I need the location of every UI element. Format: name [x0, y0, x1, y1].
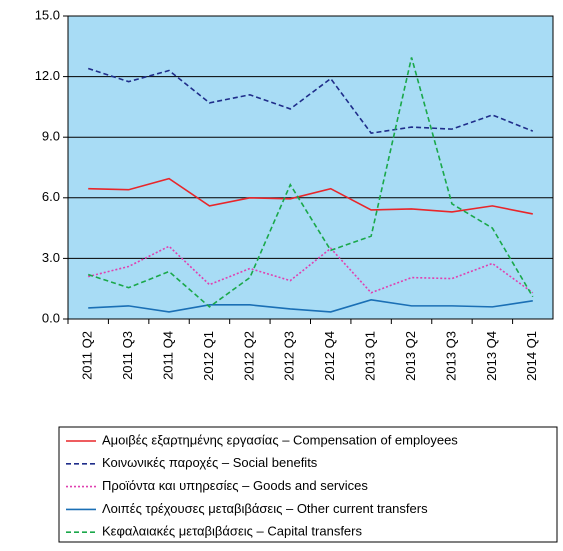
legend-label: Αμοιβές εξαρτημένης εργασίας – Compensat…	[102, 432, 458, 447]
y-tick-label: 3.0	[42, 250, 60, 265]
legend-label: Κεφαλαιακές μεταβιβάσεις – Capital trans…	[102, 524, 362, 539]
x-tick-label: 2013 Q1	[363, 331, 378, 381]
legend-label: Λοιπές τρέχουσες μεταβιβάσεις – Other cu…	[102, 501, 428, 516]
x-tick-label: 2011 Q3	[120, 331, 135, 380]
y-tick-label: 0.0	[42, 310, 60, 325]
x-tick-label: 2012 Q2	[241, 331, 256, 381]
y-tick-label: 12.0	[35, 68, 60, 83]
legend-label: Κοινωνικές παροχές – Social benefits	[102, 455, 318, 470]
x-tick-label: 2013 Q2	[403, 331, 418, 381]
series-line	[88, 298, 533, 313]
series-line	[88, 177, 533, 215]
y-tick-label: 15.0	[35, 7, 60, 22]
x-tick-label: 2014 Q1	[524, 331, 539, 381]
x-tick-label: 2011 Q2	[80, 331, 95, 380]
x-tick-label: 2011 Q4	[160, 331, 175, 380]
x-tick-label: 2012 Q3	[282, 331, 297, 381]
y-tick-label: 6.0	[42, 189, 60, 204]
plot-area	[67, 15, 554, 320]
x-tick-label: 2013 Q3	[443, 331, 458, 381]
x-tick-label: 2012 Q4	[322, 331, 337, 381]
x-tick-label: 2013 Q4	[484, 331, 499, 381]
y-tick-label: 9.0	[42, 129, 60, 144]
x-tick-label: 2012 Q1	[201, 331, 216, 381]
series-line	[87, 57, 534, 308]
series-line	[87, 67, 534, 135]
legend-label: Προϊόντα και υπηρεσίες – Goods and servi…	[102, 478, 368, 493]
legend-box	[58, 426, 558, 543]
